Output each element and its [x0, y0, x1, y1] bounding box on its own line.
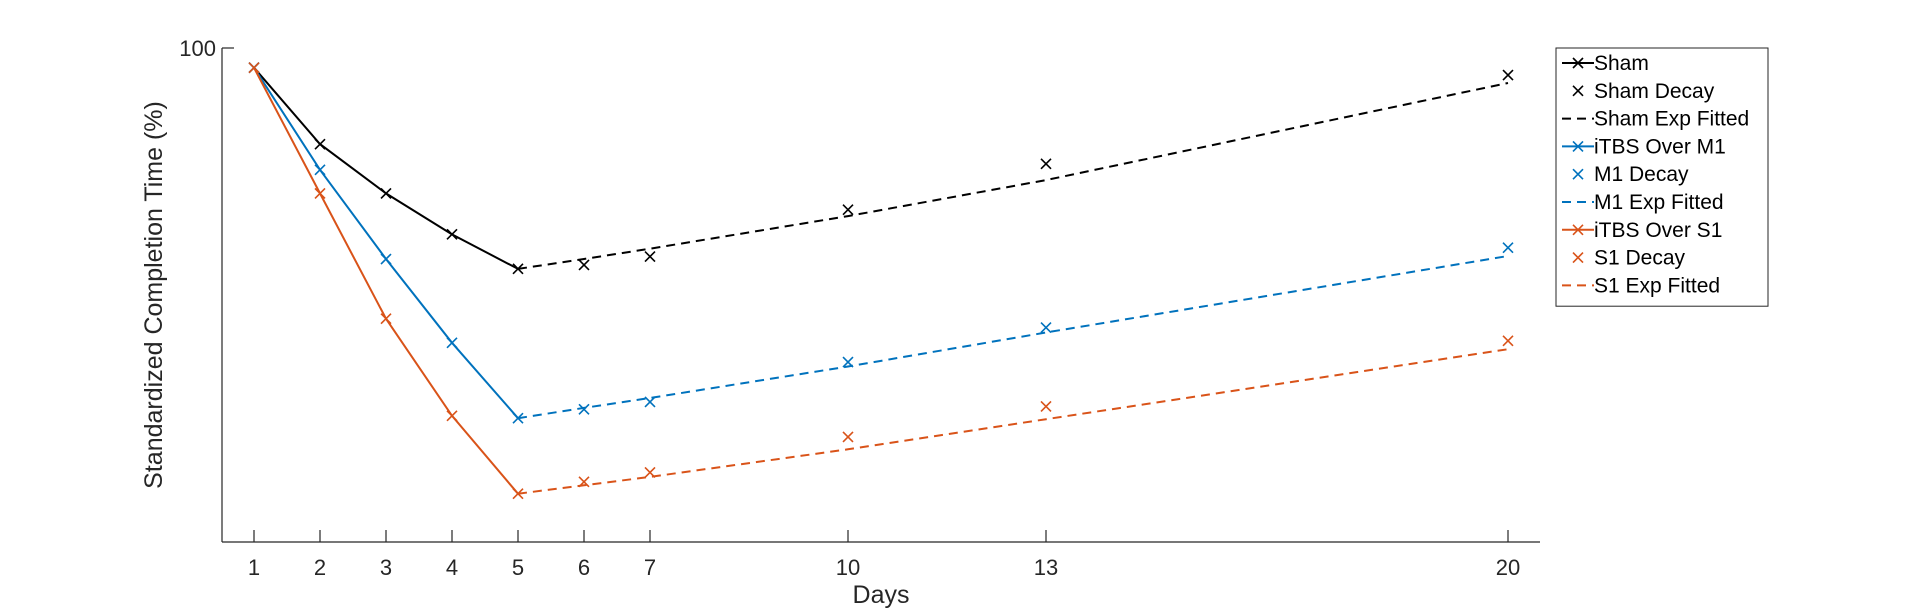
series-m1-exp-fitted [517, 255, 1509, 420]
series-s1-decay [578, 335, 1514, 488]
itbs-over-m1-line [253, 67, 519, 419]
sham-point [380, 187, 392, 200]
legend-label: S1 Exp Fitted [1594, 274, 1720, 297]
x-tick-label: 3 [380, 555, 392, 580]
sham-decay-point [578, 259, 590, 271]
itbs-over-m1-point [314, 164, 326, 176]
legend-marker-swatch [1572, 140, 1584, 152]
legend-label: iTBS Over S1 [1594, 219, 1722, 242]
legend-label: iTBS Over M1 [1594, 135, 1726, 158]
y-axis-label: Standardized Completion Time (%) [140, 101, 168, 489]
legend-label: M1 Decay [1594, 163, 1689, 186]
itbs-over-s1-point [446, 410, 458, 422]
itbs-over-s1-point [380, 313, 392, 325]
sham-decay-point [644, 250, 656, 263]
itbs-over-m1-point [380, 253, 392, 265]
legend-marker-swatch [1572, 168, 1584, 180]
sham-exp-fitted-line [517, 82, 1509, 270]
legend-item-sham-decay: Sham Decay [1572, 80, 1715, 103]
sham-decay-point [1502, 69, 1514, 81]
x-axis-label: Days [853, 581, 910, 609]
legend-item-s1-decay: S1 Decay [1572, 247, 1686, 270]
m1-decay-point [644, 396, 656, 408]
itbs-over-s1-point [248, 62, 260, 74]
itbs-over-s1-line [253, 67, 519, 495]
m1-decay-point [1040, 321, 1052, 334]
legend-marker-swatch [1572, 57, 1584, 69]
axes [221, 48, 1540, 543]
plot-area [248, 62, 1514, 500]
series-s1-exp-fitted [517, 348, 1509, 495]
sham-decay-point [842, 204, 854, 216]
itbs-over-m1-point [446, 337, 458, 349]
legend-item-itbs-over-s1: iTBS Over S1 [1562, 219, 1722, 242]
m1-exp-fitted-line [517, 255, 1509, 420]
legend-marker-swatch [1572, 252, 1584, 264]
s1-exp-fitted-line [517, 348, 1509, 495]
series-m1-decay [578, 242, 1514, 415]
legend-label: Sham Exp Fitted [1594, 108, 1749, 131]
sham-line [253, 67, 519, 270]
sham-point [314, 138, 326, 150]
itbs-over-m1-point [512, 412, 524, 424]
series-sham-decay [578, 69, 1514, 271]
legend: Sham Sham Decay Sham Exp Fitted iTBS Over M… [1555, 47, 1769, 307]
legend-label: Sham Decay [1594, 80, 1715, 103]
sham-point [446, 228, 458, 240]
sham-decay-point [1040, 158, 1052, 170]
m1-decay-point [1502, 242, 1514, 254]
y-tick-label: 100 [179, 36, 216, 61]
legend-box [1555, 47, 1769, 307]
legend-label: M1 Exp Fitted [1594, 191, 1724, 214]
legend-marker-swatch [1572, 224, 1584, 236]
series-sham [248, 62, 524, 275]
x-tick-label: 4 [446, 555, 458, 580]
x-tick-label: 7 [644, 555, 656, 580]
series-sham-exp-fitted [517, 82, 1509, 270]
itbs-over-s1-point [314, 187, 326, 200]
x-tick-label: 13 [1034, 555, 1058, 580]
x-tick-label: 1 [248, 555, 260, 580]
legend-item-itbs-over-m1: iTBS Over M1 [1562, 135, 1726, 158]
s1-decay-point [1040, 400, 1052, 412]
x-tick-label: 5 [512, 555, 524, 580]
x-tick-label: 6 [578, 555, 590, 580]
y-ticks: 100 [179, 36, 234, 61]
x-ticks: 1 2 3 4 5 6 7 10 13 20 [248, 530, 1520, 580]
legend-item-s1-exp-fitted: S1 Exp Fitted [1562, 274, 1720, 297]
legend-label: S1 Decay [1594, 247, 1686, 270]
legend-label: Sham [1594, 52, 1649, 75]
series-itbs-over-s1 [248, 62, 524, 500]
legend-item-sham-exp-fitted: Sham Exp Fitted [1562, 108, 1749, 131]
s1-decay-point [1502, 335, 1514, 347]
s1-decay-point [842, 431, 854, 443]
series-itbs-over-m1 [248, 62, 524, 424]
legend-item-m1-exp-fitted: M1 Exp Fitted [1562, 191, 1724, 214]
legend-marker-swatch [1572, 85, 1584, 97]
legend-item-sham: Sham [1562, 52, 1649, 75]
x-tick-label: 2 [314, 555, 326, 580]
x-tick-label: 10 [836, 555, 860, 580]
m1-decay-point [578, 403, 590, 415]
legend-item-m1-decay: M1 Decay [1572, 163, 1689, 186]
x-tick-label: 20 [1496, 555, 1520, 580]
